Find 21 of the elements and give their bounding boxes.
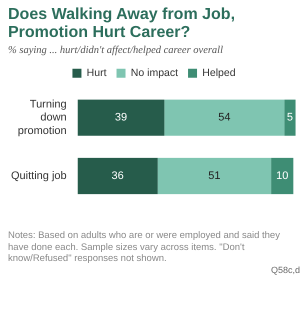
y-tick-label: Turning down promotion (18, 98, 67, 137)
legend-label: Hurt (86, 67, 107, 80)
bar (78, 100, 164, 136)
data-label: 54 (218, 112, 231, 124)
bar (164, 100, 284, 136)
data-label: 51 (208, 170, 221, 182)
data-label: 5 (286, 112, 294, 124)
y-tick-label: Quitting job (10, 170, 67, 182)
bar (78, 158, 158, 194)
data-label: 39 (114, 112, 128, 124)
text: Notes: Based on adults who are or were employed and said they have done each. Sample sizes vary across items. "Don't know/Refused" responses not shown. (8, 230, 281, 264)
text: Q58c,d (270, 264, 300, 274)
bar (158, 158, 272, 194)
chart-title: Does Walking Away from Job, Promotion Hurt Career? (8, 6, 236, 42)
legend-label: No impact (130, 67, 178, 80)
bar (271, 158, 294, 194)
chart-subtitle: % saying ... hurt/didn't affect/helped career overall (8, 45, 224, 56)
data-label: 36 (112, 170, 124, 182)
bar (284, 100, 296, 136)
legend-label: Helped (202, 67, 236, 80)
data-label: 10 (276, 170, 288, 182)
